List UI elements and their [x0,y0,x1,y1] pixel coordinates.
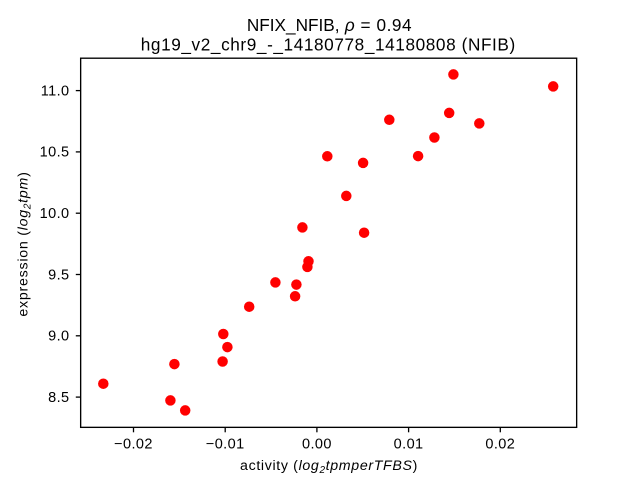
svg-text:−0.01: −0.01 [206,437,245,453]
svg-text:8.5: 8.5 [48,390,69,406]
svg-text:9.0: 9.0 [48,329,69,345]
svg-text:0.00: 0.00 [302,437,332,453]
svg-text:10.0: 10.0 [40,206,70,222]
svg-text:0.02: 0.02 [485,437,515,453]
svg-text:−0.02: −0.02 [114,437,153,453]
svg-text:expression (log2tpm): expression (log2tpm) [16,171,34,316]
svg-text:hg19_v2_chr9_-_14180778_141808: hg19_v2_chr9_-_14180778_14180808 (NFIB) [141,34,516,54]
svg-text:11.0: 11.0 [41,83,70,99]
svg-text:NFIX_NFIB, ρ = 0.94: NFIX_NFIB, ρ = 0.94 [247,15,412,35]
svg-text:activity (log2tpmperTFBS): activity (log2tpmperTFBS) [240,458,418,476]
svg-text:10.5: 10.5 [40,145,70,161]
svg-text:0.01: 0.01 [394,437,424,453]
svg-text:9.5: 9.5 [48,267,69,283]
